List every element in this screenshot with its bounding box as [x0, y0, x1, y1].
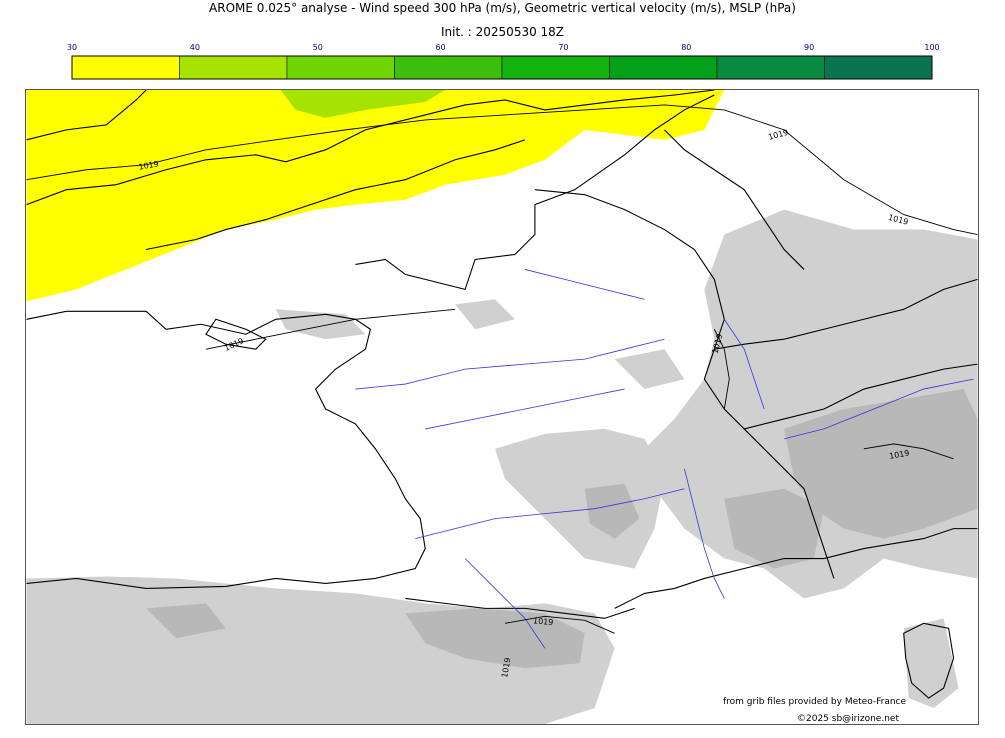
- isobars: [26, 104, 978, 634]
- isobar-label: 1019: [500, 657, 512, 679]
- isobar-label: 1019: [533, 616, 554, 627]
- colorbar-tick-label: 70: [558, 43, 568, 52]
- map-panel: 1019 1019 1019 1019 1019 1019 1019 1019: [25, 89, 979, 725]
- coastlines: [26, 90, 978, 699]
- colorbar-bin: [824, 55, 933, 80]
- colorbar-bin: [609, 55, 718, 80]
- chart-title: AROME 0.025° analyse - Wind speed 300 hP…: [209, 1, 796, 15]
- colorbar-tick-label: 90: [804, 43, 814, 52]
- orography-alps: [275, 209, 978, 599]
- colorbar-bin: [394, 55, 503, 80]
- colorbar-tick-label: 100: [924, 43, 939, 52]
- colorbar-tick-label: 60: [435, 43, 445, 52]
- rivers: [355, 269, 974, 649]
- colorbar-tick-label: 80: [681, 43, 691, 52]
- colorbar-bin: [71, 55, 180, 80]
- init-time: Init. : 20250530 18Z: [440, 25, 565, 39]
- colorbar-bin: [716, 55, 825, 80]
- isobar-label: 1019: [138, 159, 160, 171]
- isobar-label: 1019: [889, 448, 911, 460]
- orography-pyrenees-dark: [146, 603, 585, 669]
- jet-stream-shading: [26, 90, 725, 302]
- borders: [405, 129, 978, 619]
- copyright: ©2025 sb@irizone.net: [797, 714, 899, 724]
- colorbar-bin: [179, 55, 288, 80]
- colorbar-tick-label: 50: [313, 43, 323, 52]
- data-credit: from grib files provided by Meteo-France: [723, 697, 907, 707]
- colorbar-tick-label: 40: [190, 43, 200, 52]
- colorbar-bins: [71, 55, 933, 80]
- colorbar: 30 40 50 60 70 80 90 100: [67, 43, 940, 80]
- colorbar-frame: [71, 55, 933, 80]
- colorbar-tick-label: 30: [67, 43, 77, 52]
- colorbar-bin: [501, 55, 610, 80]
- isobar-label: 1019: [767, 128, 789, 142]
- colorbar-ticks: 30 40 50 60 70 80 90 100: [67, 43, 940, 52]
- colorbar-bin: [286, 55, 395, 80]
- isobar-label: 1019: [223, 336, 245, 353]
- orography-alps-dark: [584, 389, 978, 569]
